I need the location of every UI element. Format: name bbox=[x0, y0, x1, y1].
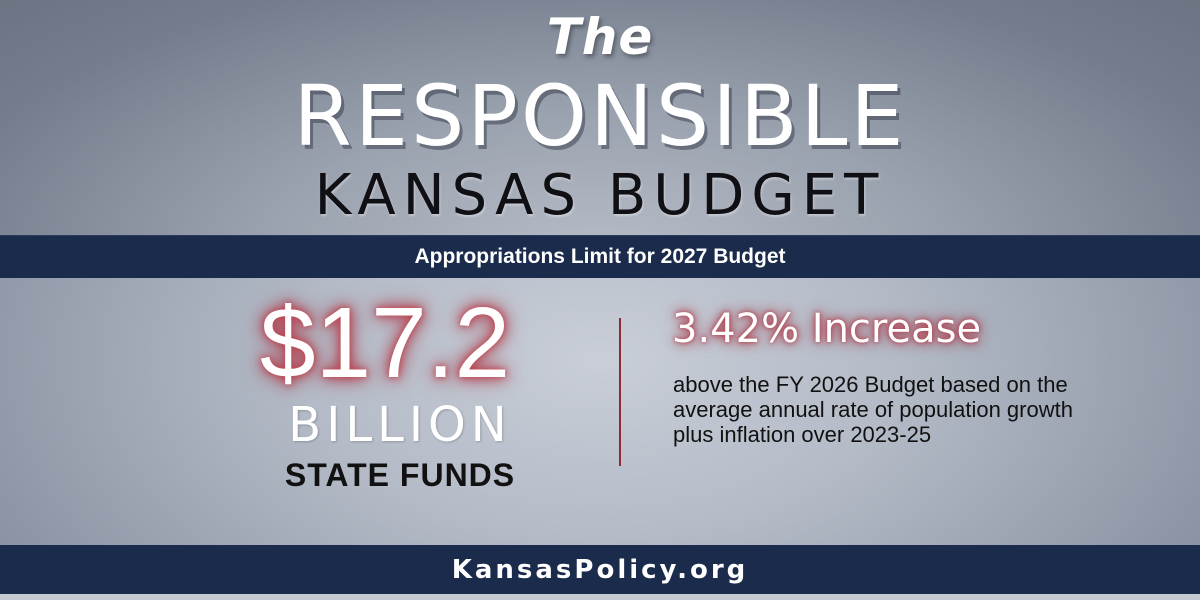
vertical-divider bbox=[619, 318, 621, 466]
amount-value: $17.2 bbox=[259, 287, 511, 399]
title-responsible: RESPONSIBLE bbox=[293, 67, 907, 165]
banner: Appropriations Limit for 2027 Budget bbox=[0, 235, 1200, 278]
header-background bbox=[0, 0, 1200, 235]
banner-text: Appropriations Limit for 2027 Budget bbox=[414, 245, 786, 268]
amount-label: STATE FUNDS bbox=[284, 457, 516, 493]
title-kansas-budget: KANSAS BUDGET bbox=[314, 163, 886, 228]
amount-unit: BILLION bbox=[288, 397, 512, 453]
footer-band: KansasPolicy.org bbox=[0, 545, 1200, 600]
increase-description: above the FY 2026 Budget based on the av… bbox=[673, 372, 1073, 447]
footer-edge bbox=[0, 594, 1200, 600]
footer-url[interactable]: KansasPolicy.org bbox=[451, 555, 749, 585]
increase-headline: 3.42% Increase bbox=[672, 306, 982, 352]
title-the: The bbox=[546, 8, 654, 66]
